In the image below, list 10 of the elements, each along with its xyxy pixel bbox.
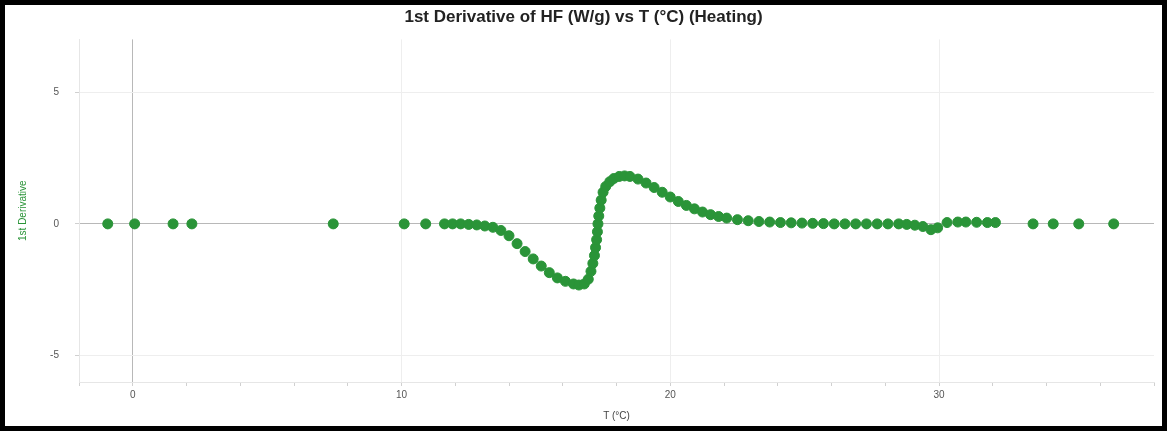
x-tick-label: 0 xyxy=(129,388,136,400)
chart-title: 1st Derivative of HF (W/g) vs T (°C) (Heating) xyxy=(404,6,763,26)
y-axis-title: 1st Derivative xyxy=(16,179,28,241)
x-tick-label: 10 xyxy=(395,388,408,400)
x-axis-title: T (°C) xyxy=(603,409,630,421)
y-tick-label: 0 xyxy=(53,217,60,229)
x-tick-label: 30 xyxy=(933,388,945,400)
x-tick-label: 20 xyxy=(664,388,677,400)
y-tick-label: -5 xyxy=(50,349,60,361)
y-tick-label: 5 xyxy=(53,85,60,97)
